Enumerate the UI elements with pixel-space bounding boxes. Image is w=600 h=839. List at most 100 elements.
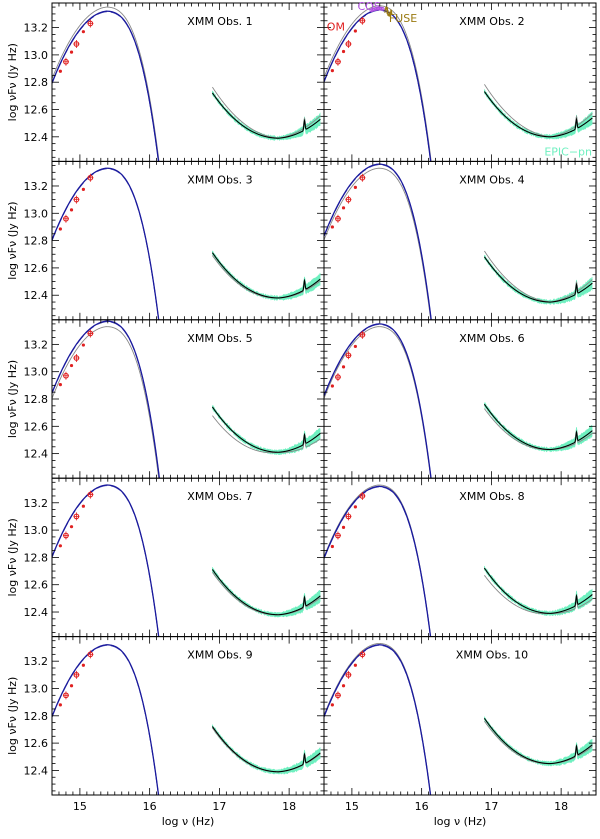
model-curve-xray: [211, 252, 321, 299]
epic-data-band: [484, 565, 593, 617]
om-data-point: [58, 227, 62, 231]
plot-area: [52, 167, 321, 320]
alt-model-curve-uv: [324, 326, 432, 479]
panel-5: XMM Obs. 5: [51, 319, 325, 479]
om-data-point: [330, 225, 334, 229]
y-tick-label: 12.4: [24, 606, 49, 619]
panel-title: XMM Obs. 3: [187, 173, 252, 186]
y-tick-label: 12.4: [24, 131, 49, 144]
model-curve-xray: [211, 406, 321, 453]
y-tick-label: 12.4: [24, 448, 49, 461]
y-tick-label: 13.2: [24, 655, 49, 668]
alt-model-curve-uv: [324, 484, 432, 637]
ticks: [51, 319, 325, 479]
model-curve-uv-dashed: [324, 644, 431, 795]
panel-7: XMM Obs. 7: [51, 477, 325, 638]
model-curve-uv-dashed: [52, 644, 159, 795]
alt-model-curve-uv: [52, 6, 160, 162]
alt-model-curve-xray: [212, 727, 321, 773]
y-tick-label: 12.6: [24, 579, 49, 592]
om-data-point: [341, 525, 346, 529]
y-tick-label: 12.6: [24, 737, 49, 750]
cos-data-point: [380, 6, 385, 11]
model-curve-uv: [52, 167, 160, 320]
ticks: [51, 161, 325, 320]
model-curve-uv-dashed: [324, 323, 432, 479]
model-curve-xray: [211, 92, 321, 139]
om-data-point: [330, 544, 334, 549]
panel-title: XMM Obs. 10: [456, 649, 528, 662]
y-axis-label: log νFν (Jy Hz): [6, 677, 19, 755]
om-data-point: [69, 363, 74, 368]
model-curve-xray: [483, 403, 593, 451]
ticks: [323, 636, 597, 795]
fuse-spectrum: [384, 6, 393, 19]
panel-title: XMM Obs. 7: [187, 490, 252, 503]
om-data-point: [69, 525, 74, 529]
model-curve-uv-dashed: [52, 485, 160, 637]
panel-title: XMM Obs. 9: [187, 649, 252, 662]
x-tick-label: 17: [484, 800, 498, 813]
panel-10: XMM Obs. 10: [323, 636, 597, 796]
model-curve-xray: [483, 256, 593, 303]
alt-model-curve-uv: [52, 326, 160, 479]
y-axis-label: log νFν (Jy Hz): [6, 43, 19, 121]
y-tick-label: 13.2: [24, 22, 49, 35]
om-data-point: [81, 343, 85, 347]
om-data-point: [341, 365, 346, 369]
model-curve-uv-dashed: [324, 164, 432, 320]
om-data-point: [341, 49, 346, 54]
alt-model-curve-uv: [52, 167, 160, 320]
epic-data-band: [212, 724, 321, 775]
om-data-point: [81, 663, 85, 667]
y-tick-label: 12.8: [24, 235, 49, 248]
x-tick-label: 15: [73, 800, 87, 813]
om-data-point: [330, 703, 334, 707]
plot-area: [52, 6, 321, 162]
om-data-point: [69, 208, 74, 212]
alt-model-curve-uv: [324, 5, 432, 162]
alt-model-curve-xray: [212, 415, 321, 454]
y-tick-label: 13.0: [24, 682, 49, 695]
alt-model-curve-xray: [484, 84, 593, 138]
om-data-point: [353, 505, 357, 509]
ticks: [51, 478, 325, 637]
panel-title: XMM Obs. 8: [459, 490, 524, 503]
om-data-point: [353, 344, 357, 349]
plot-area: [52, 484, 321, 637]
epic-data-band: [212, 250, 321, 301]
plot-area: [324, 484, 593, 637]
y-tick-label: 12.8: [24, 710, 49, 723]
model-curve-uv: [324, 9, 432, 162]
ticks: [51, 636, 325, 795]
epic-label: EPIC−pn: [544, 145, 592, 158]
ticks: [51, 3, 325, 162]
y-tick-label: 13.0: [24, 207, 49, 220]
y-tick-label: 12.6: [24, 420, 49, 433]
om-label: OM: [327, 20, 345, 33]
model-curve-xray: [483, 91, 593, 138]
model-curve-uv: [324, 485, 432, 637]
y-axis-label: log νFν (Jy Hz): [6, 518, 19, 596]
y-tick-label: 13.2: [24, 497, 49, 510]
om-data-point: [353, 663, 357, 667]
model-curve-uv: [324, 323, 432, 479]
om-data-point: [330, 384, 334, 388]
om-data-point: [81, 504, 85, 508]
model-curve-xray: [211, 726, 321, 773]
plot-area: [324, 163, 593, 320]
x-tick-label: 15: [345, 800, 359, 813]
plot-area: [324, 323, 593, 479]
model-curve-xray: [483, 567, 593, 614]
panel-8: XMM Obs. 8: [323, 477, 597, 638]
ticks: [323, 478, 597, 637]
alt-model-curve-xray: [212, 86, 321, 139]
panel-6: XMM Obs. 6: [323, 319, 597, 479]
model-curve-uv: [52, 484, 160, 637]
alt-model-curve-uv: [324, 167, 432, 320]
panel-9: XMM Obs. 9: [51, 636, 325, 796]
model-curve-uv: [324, 163, 432, 320]
om-data-point: [353, 185, 357, 189]
